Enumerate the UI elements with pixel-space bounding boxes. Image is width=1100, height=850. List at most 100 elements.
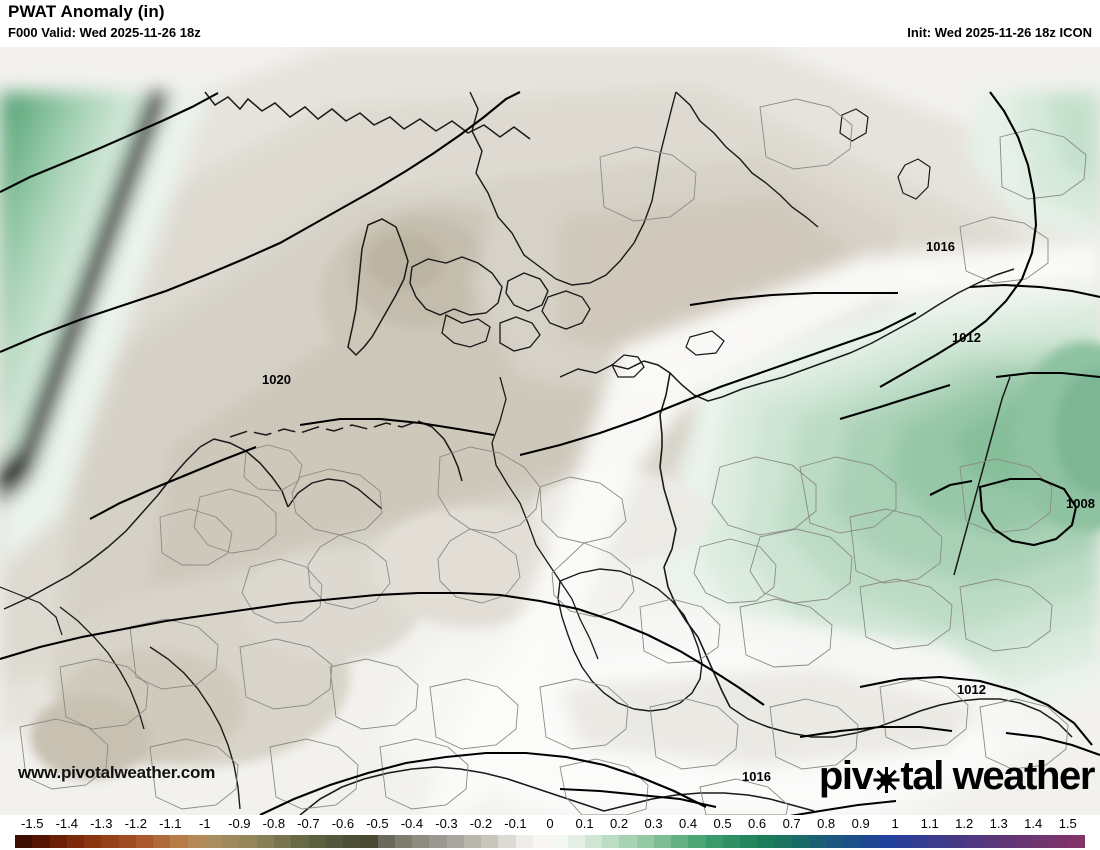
colorbar-swatch[interactable] (32, 835, 50, 848)
colorbar-swatch[interactable] (360, 835, 378, 848)
colorbar-swatch[interactable] (343, 835, 361, 848)
colorbar-swatch[interactable] (843, 835, 862, 848)
colorbar-swatch[interactable] (878, 835, 896, 848)
colorbar-tick: -1 (199, 816, 211, 831)
colorbar-swatch[interactable] (515, 835, 533, 848)
colorbar-tick: 0.6 (748, 816, 767, 831)
colorbar-swatch[interactable] (204, 835, 223, 848)
colorbar-tick: 0.2 (609, 816, 629, 831)
colorbar[interactable]: -1.5 -1.4 -1.3 -1.2 -1.1 -1 -0.9 -0.8 -0.7 -0.6 -0… (0, 815, 1100, 850)
colorbar-swatch[interactable] (481, 835, 499, 848)
colorbar-swatch[interactable] (757, 835, 775, 848)
colorbar-tick: -0.3 (435, 816, 458, 831)
colorbar-swatch[interactable] (826, 835, 844, 848)
colorbar-swatch[interactable] (550, 835, 568, 848)
colorbar-swatch[interactable] (153, 835, 171, 848)
isobar-layer (0, 91, 1100, 815)
colorbar-tick: 0.7 (782, 816, 801, 831)
colorbar-swatch[interactable] (567, 835, 585, 848)
colorbar-tick: 0.3 (644, 816, 663, 831)
map-header: PWAT Anomaly (in) F000 Valid: Wed 2025-1… (0, 0, 1100, 47)
colorbar-swatch[interactable] (308, 835, 326, 848)
colorbar-swatch[interactable] (66, 835, 85, 848)
colorbar-swatch[interactable] (256, 835, 274, 848)
colorbar-swatches[interactable] (15, 835, 1086, 848)
colorbar-swatch[interactable] (774, 835, 792, 848)
colorbar-swatch[interactable] (187, 835, 205, 848)
colorbar-tick-labels: -1.5 -1.4 -1.3 -1.2 -1.1 -1 -0.9 -0.8 -0.7 -0.6 -0… (0, 815, 1100, 834)
colorbar-swatch[interactable] (222, 835, 240, 848)
colorbar-swatch[interactable] (394, 835, 413, 848)
colorbar-swatch[interactable] (895, 835, 913, 848)
colorbar-swatch[interactable] (498, 835, 516, 848)
colorbar-swatch[interactable] (446, 835, 464, 848)
colorbar-swatch[interactable] (273, 835, 292, 848)
isobar-label: 1012 (957, 682, 986, 697)
colorbar-swatch[interactable] (291, 835, 309, 848)
isobar-label: 1016 (926, 239, 955, 254)
colorbar-swatch[interactable] (239, 835, 257, 848)
colorbar-swatch[interactable] (999, 835, 1017, 848)
colorbar-swatch[interactable] (412, 835, 430, 848)
colorbar-swatch[interactable] (584, 835, 603, 848)
map-svg (0, 47, 1100, 815)
colorbar-swatch[interactable] (1033, 835, 1051, 848)
valid-time-label: F000 Valid: Wed 2025-11-26 18z (8, 25, 201, 40)
init-time-label: Init: Wed 2025-11-26 18z ICON (907, 25, 1092, 40)
colorbar-swatch[interactable] (602, 835, 620, 848)
colorbar-tick: -0.6 (331, 816, 355, 831)
colorbar-swatch[interactable] (947, 835, 965, 848)
colorbar-swatch[interactable] (912, 835, 931, 848)
colorbar-swatch[interactable] (1050, 835, 1069, 848)
site-url-watermark: www.pivotalweather.com (18, 763, 216, 782)
colorbar-tick: -0.8 (262, 816, 286, 831)
colorbar-swatch[interactable] (1016, 835, 1034, 848)
colorbar-swatch[interactable] (84, 835, 102, 848)
colorbar-swatch[interactable] (636, 835, 654, 848)
colorbar-tick: 0.5 (713, 816, 732, 831)
colorbar-tick: -0.1 (504, 816, 527, 831)
colorbar-swatch[interactable] (791, 835, 810, 848)
colorbar-tick: 1 (891, 816, 899, 831)
anomaly-fill-layer (0, 47, 1100, 815)
colorbar-swatch[interactable] (809, 835, 827, 848)
colorbar-swatch[interactable] (861, 835, 879, 848)
colorbar-swatch[interactable] (463, 835, 482, 848)
colorbar-swatch[interactable] (101, 835, 119, 848)
colorbar-swatch[interactable] (135, 835, 154, 848)
isobar-label: 1012 (952, 330, 981, 345)
colorbar-swatch[interactable] (1068, 835, 1086, 848)
colorbar-tick: 1.5 (1058, 816, 1077, 831)
colorbar-swatch[interactable] (170, 835, 188, 848)
map-canvas[interactable]: 1020 1016 1012 1008 1012 1016 www.pivota… (0, 47, 1100, 815)
colorbar-swatch[interactable] (930, 835, 948, 848)
colorbar-swatch[interactable] (15, 835, 33, 848)
colorbar-swatch[interactable] (49, 835, 67, 848)
colorbar-swatch[interactable] (325, 835, 344, 848)
logo-text-part1: piv (818, 754, 874, 798)
colorbar-tick: 1.1 (920, 816, 939, 831)
colorbar-swatch[interactable] (377, 835, 395, 848)
colorbar-swatch[interactable] (688, 835, 706, 848)
admin-boundary-layer (19, 98, 1087, 815)
colorbar-tick: 0.8 (817, 816, 836, 831)
colorbar-swatch[interactable] (619, 835, 637, 848)
colorbar-tick: -1.1 (159, 816, 182, 831)
colorbar-swatch[interactable] (671, 835, 689, 848)
colorbar-swatch[interactable] (653, 835, 672, 848)
colorbar-swatch[interactable] (722, 835, 741, 848)
colorbar-swatch[interactable] (740, 835, 758, 848)
colorbar-swatch[interactable] (532, 835, 551, 848)
colorbar-tick: 0.1 (575, 816, 594, 831)
logo-text-part2: tal weather (900, 754, 1095, 798)
colorbar-swatch[interactable] (118, 835, 136, 848)
colorbar-swatch[interactable] (981, 835, 1000, 848)
isobar-label: 1020 (262, 372, 291, 387)
colorbar-swatch[interactable] (964, 835, 982, 848)
colorbar-tick: -1.4 (55, 816, 78, 831)
colorbar-tick: 0.9 (851, 816, 870, 831)
colorbar-swatch[interactable] (429, 835, 447, 848)
colorbar-swatch[interactable] (705, 835, 723, 848)
colorbar-tick: 1.3 (989, 816, 1008, 831)
sun-icon (873, 766, 900, 793)
